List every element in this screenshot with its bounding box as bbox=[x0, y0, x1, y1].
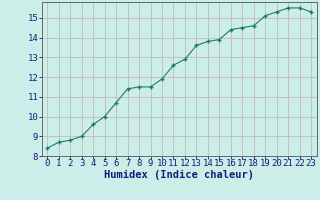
X-axis label: Humidex (Indice chaleur): Humidex (Indice chaleur) bbox=[104, 170, 254, 180]
